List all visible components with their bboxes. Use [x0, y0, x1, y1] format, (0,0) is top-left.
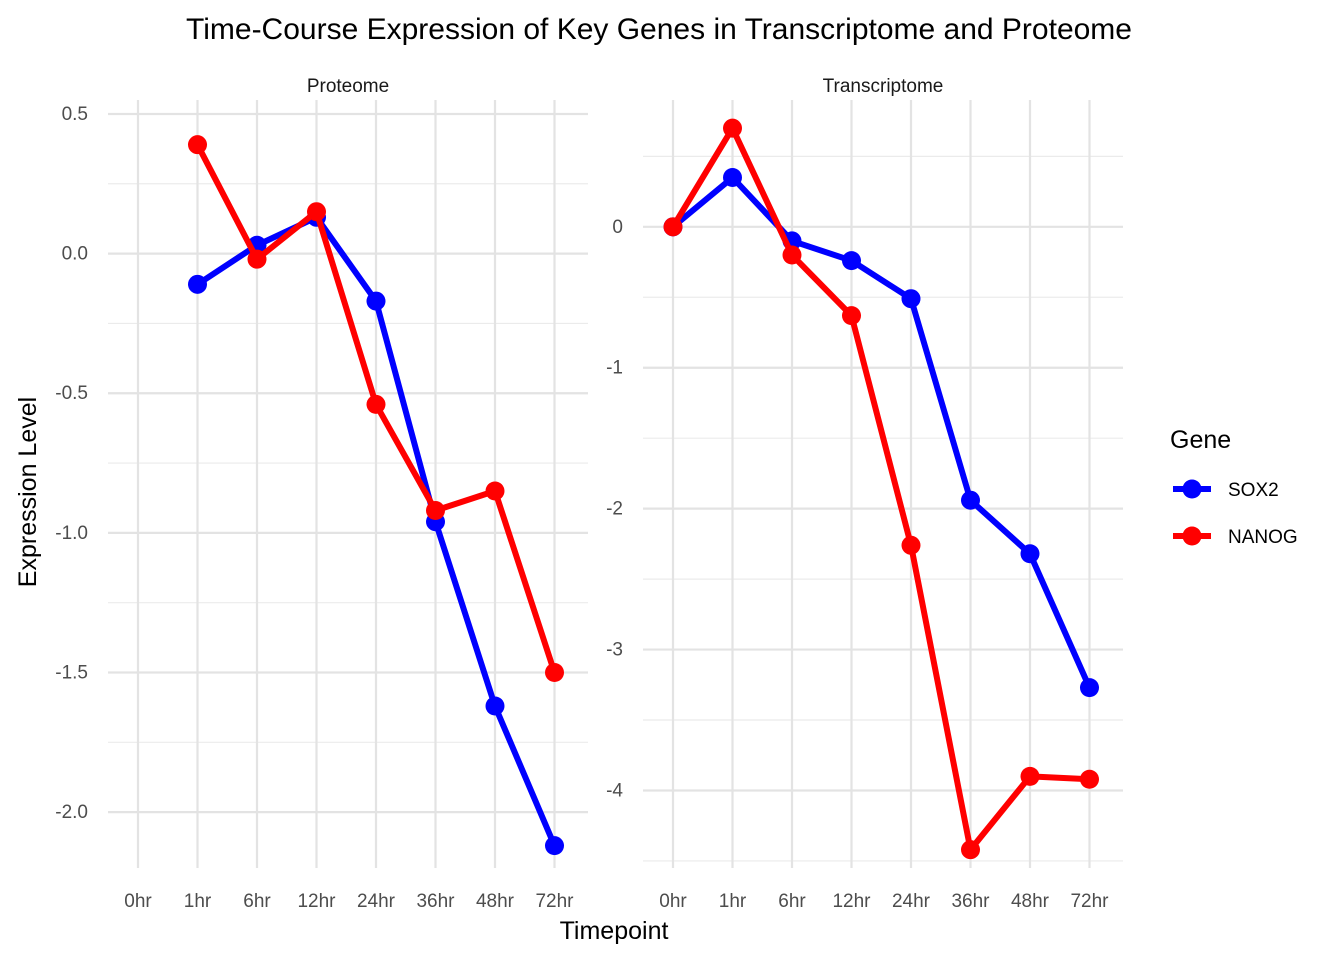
data-point-nanog: [723, 118, 742, 138]
x-tick-label: 1hr: [184, 891, 212, 912]
legend-key-point-nanog: [1182, 526, 1202, 546]
data-point-nanog: [426, 501, 445, 521]
y-tick-label: -4: [606, 780, 623, 801]
x-tick-label: 48hr: [476, 891, 515, 912]
data-point-sox2: [1020, 544, 1040, 564]
data-point-nanog: [366, 394, 386, 414]
y-tick-label: -0.5: [55, 383, 88, 404]
data-point-sox2: [545, 836, 564, 856]
x-tick-label: 72hr: [1070, 891, 1109, 912]
data-point-nanog: [1020, 766, 1040, 786]
data-point-nanog: [663, 217, 683, 237]
x-tick-label: 72hr: [535, 891, 574, 912]
data-point-sox2: [188, 274, 207, 294]
x-tick-label: 6hr: [778, 891, 806, 912]
panel-strip-label: Proteome: [307, 76, 389, 97]
legend-title: Gene: [1170, 426, 1231, 454]
x-tick-label: 1hr: [719, 891, 747, 912]
chart-title: Time-Course Expression of Key Genes in T…: [186, 13, 1132, 46]
legend-label-nanog: NANOG: [1228, 527, 1298, 548]
y-tick-label: -1.0: [55, 523, 88, 544]
data-point-nanog: [901, 535, 921, 555]
data-point-nanog: [485, 481, 505, 501]
x-tick-label: 6hr: [243, 891, 271, 912]
data-point-nanog: [545, 663, 564, 683]
data-point-sox2: [723, 168, 742, 188]
data-point-nanog: [247, 249, 267, 269]
x-tick-label: 24hr: [892, 891, 931, 912]
panel-transcriptome: Transcriptome 0 -1 -2 -3 -4 0hr 1hr 6hr 12hr 24hr 3…: [606, 76, 1123, 912]
x-tick-label: 12hr: [297, 891, 336, 912]
data-point-nanog: [842, 306, 861, 326]
x-tick-label: 0hr: [659, 891, 687, 912]
y-tick-label: -3: [606, 640, 623, 661]
data-point-nanog: [188, 135, 207, 155]
y-axis-title: Expression Level: [14, 397, 42, 587]
y-tick-label: 0.0: [62, 244, 88, 265]
panel-strip-label: Transcriptome: [823, 76, 944, 97]
y-tick-label: -1.5: [55, 663, 88, 684]
series-line-nanog: [670, 125, 1093, 853]
data-point-nanog: [961, 840, 980, 860]
x-tick-label: 36hr: [951, 891, 990, 912]
y-tick-label: 0: [612, 217, 623, 238]
x-tick-label: 0hr: [124, 891, 152, 912]
data-point-nanog: [307, 202, 326, 222]
y-tick-label: -2: [606, 499, 623, 520]
data-point-sox2: [961, 490, 980, 510]
legend-key-point-sox2: [1182, 479, 1202, 499]
data-point-sox2: [366, 291, 386, 311]
data-point-sox2: [485, 696, 505, 716]
x-tick-label: 24hr: [357, 891, 396, 912]
x-tick-label: 48hr: [1011, 891, 1050, 912]
data-point-sox2: [1080, 678, 1099, 698]
panel-proteome: Proteome 0.5 0.0 -0.5 -1.0 -1.5 -2.0 0hr 1hr 6hr 1…: [55, 76, 588, 912]
data-point-nanog: [1080, 769, 1099, 789]
x-tick-label: 36hr: [416, 891, 455, 912]
data-point-sox2: [901, 289, 921, 309]
plot-panels: Proteome 0.5 0.0 -0.5 -1.0 -1.5 -2.0 0hr 1hr 6hr 1…: [55, 76, 1123, 912]
y-tick-label: -1: [606, 358, 623, 379]
y-tick-label: -2.0: [55, 802, 88, 823]
legend: Gene SOX2 NANOG: [1170, 426, 1298, 548]
data-point-sox2: [842, 251, 861, 271]
x-tick-label: 12hr: [832, 891, 871, 912]
series-line-sox2: [670, 174, 1093, 691]
legend-label-sox2: SOX2: [1228, 480, 1279, 501]
x-axis-title: Timepoint: [560, 917, 669, 945]
data-point-nanog: [782, 245, 802, 265]
y-tick-label: 0.5: [62, 104, 88, 125]
